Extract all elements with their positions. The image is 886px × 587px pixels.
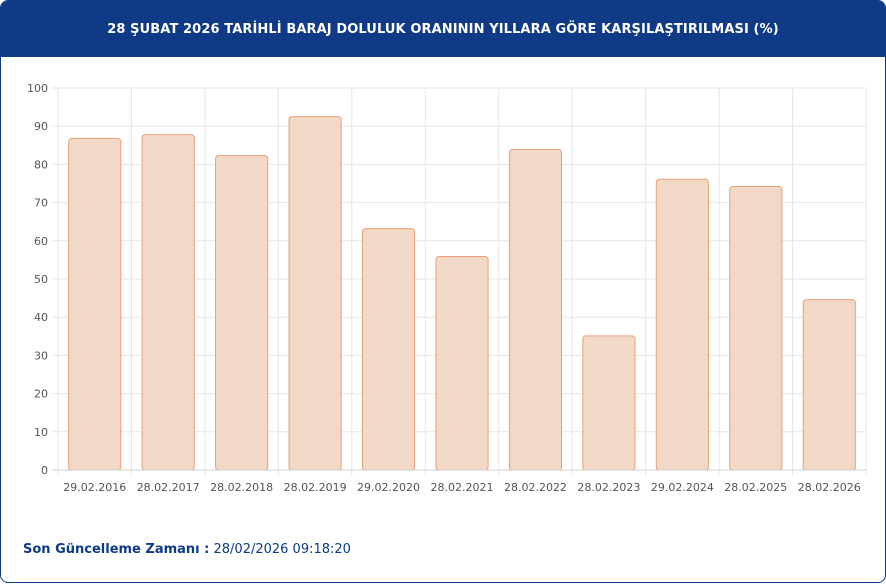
bar <box>435 255 489 471</box>
y-tick-label: 60 <box>34 235 48 248</box>
bar <box>68 137 122 471</box>
bar <box>508 149 563 471</box>
bar-chart: 0 10 20 30 40 50 60 70 80 90 100 29.02.2016 28.02.20… <box>27 82 867 494</box>
y-tick-label: 30 <box>34 349 48 362</box>
x-tick-label: 28.02.2026 <box>798 481 861 494</box>
x-tick-label: 28.02.2017 <box>137 481 200 494</box>
y-tick-label: 100 <box>27 82 48 95</box>
last-updated-value: 28/02/2026 09:18:20 <box>213 542 351 557</box>
chart-header: 28 ŞUBAT 2026 TARİHLİ BARAJ DOLULUK ORAN… <box>1 1 885 57</box>
bar <box>802 299 856 471</box>
x-tick-label: 28.02.2023 <box>577 481 640 494</box>
y-tick-label: 20 <box>34 388 48 401</box>
bar <box>288 116 342 471</box>
bar <box>655 178 709 471</box>
bar <box>729 186 783 471</box>
x-tick-label: 28.02.2025 <box>724 481 787 494</box>
y-tick-label: 10 <box>34 426 48 439</box>
y-tick-label: 80 <box>34 158 48 171</box>
bar <box>215 155 269 471</box>
bar <box>582 335 636 471</box>
chart-title: 28 ŞUBAT 2026 TARİHLİ BARAJ DOLULUK ORAN… <box>107 21 779 37</box>
last-updated: Son Güncelleme Zamanı : 28/02/2026 09:18… <box>23 542 351 557</box>
bar <box>141 134 195 471</box>
y-tick-label: 90 <box>34 120 48 133</box>
x-tick-label: 28.02.2018 <box>210 481 273 494</box>
x-tick-label: 28.02.2021 <box>431 481 494 494</box>
x-tick-label: 28.02.2019 <box>284 481 347 494</box>
x-tick-label: 28.02.2022 <box>504 481 567 494</box>
y-tick-label: 0 <box>41 464 48 477</box>
y-tick-label: 50 <box>34 273 48 286</box>
y-tick-label: 40 <box>34 311 48 324</box>
last-updated-label: Son Güncelleme Zamanı : <box>23 542 210 557</box>
x-tick-label: 29.02.2024 <box>651 481 714 494</box>
x-tick-label: 29.02.2020 <box>357 481 420 494</box>
bar <box>361 228 416 471</box>
x-tick-label: 29.02.2016 <box>63 481 126 494</box>
y-tick-label: 70 <box>34 197 48 210</box>
